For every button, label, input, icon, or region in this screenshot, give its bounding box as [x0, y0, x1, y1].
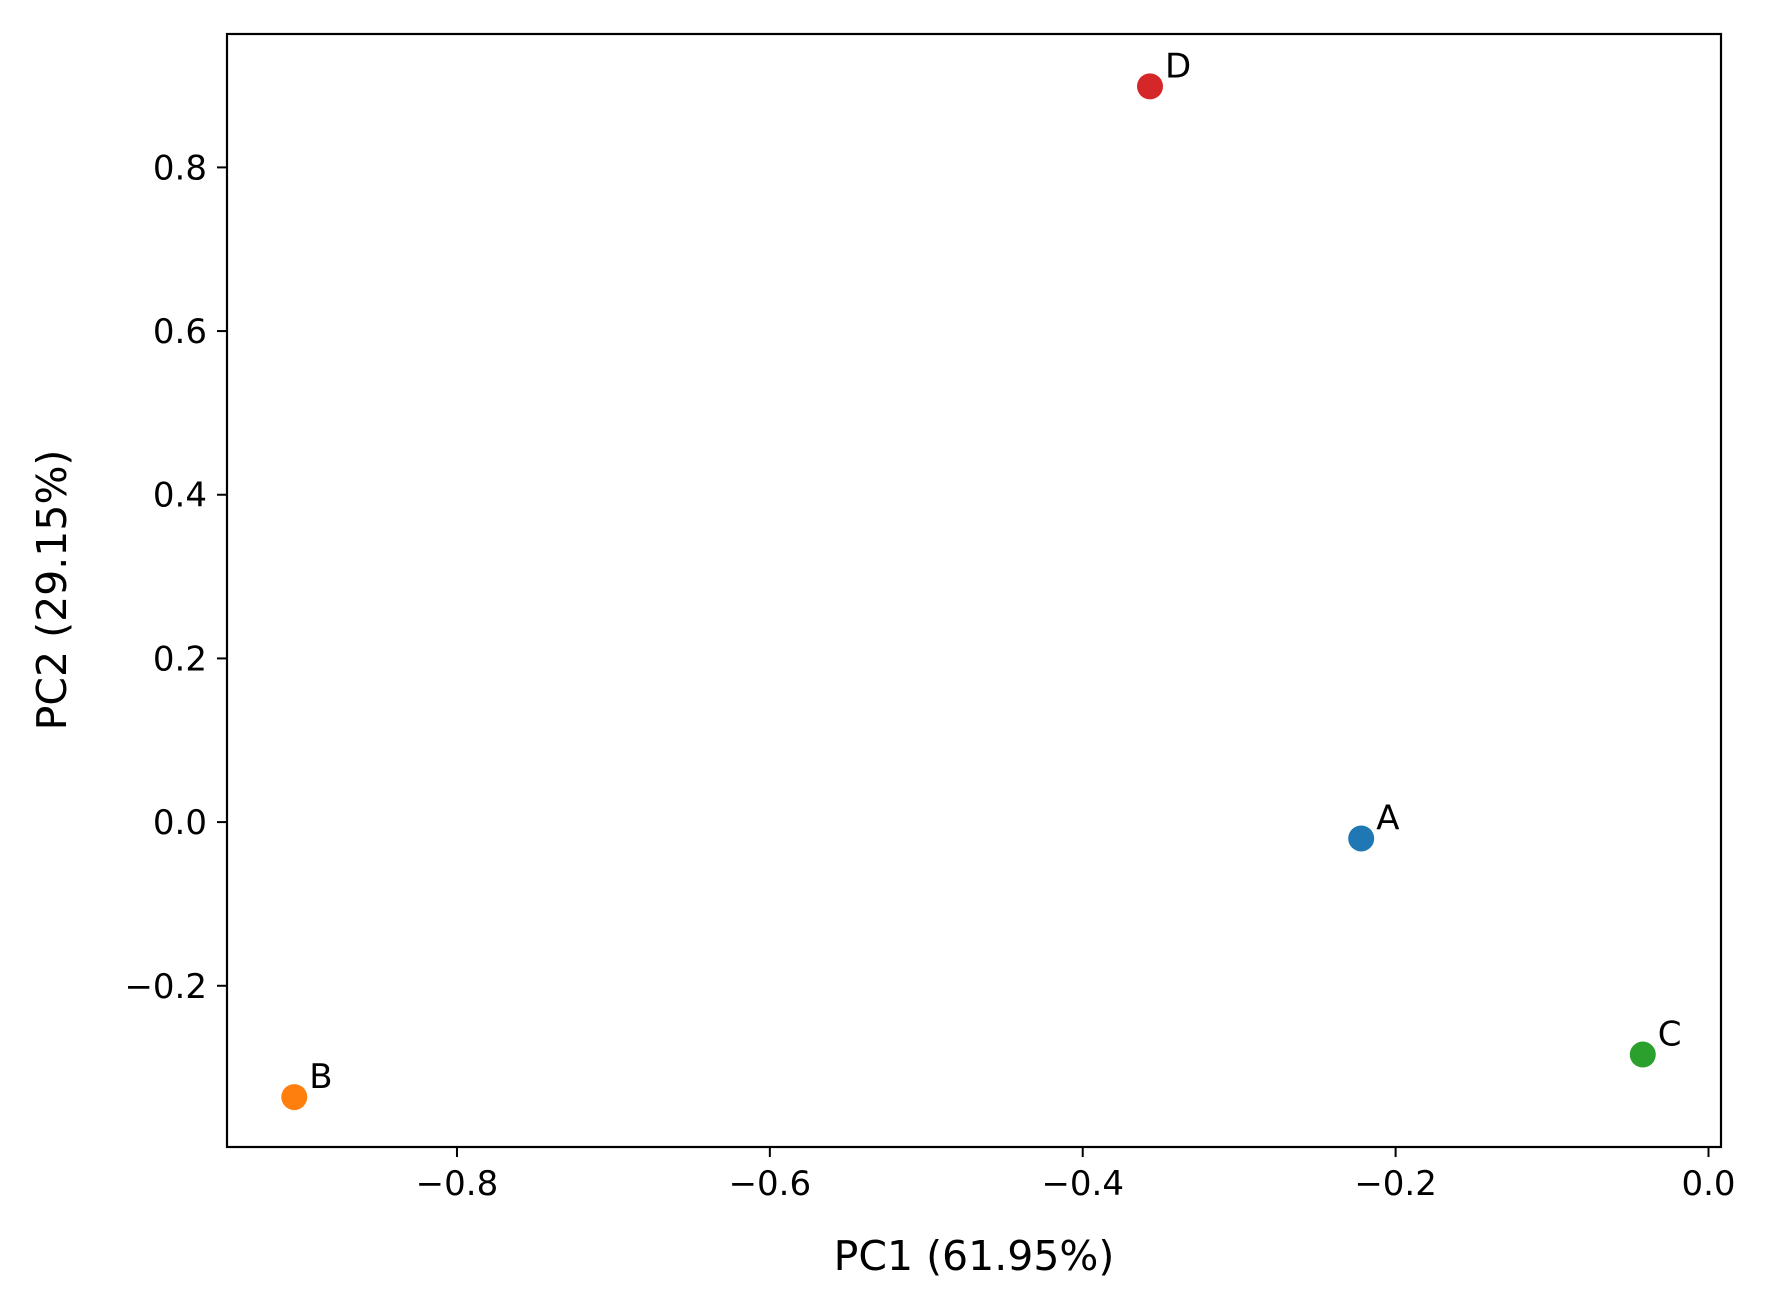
x-tick-label: −0.2: [1354, 1164, 1437, 1204]
points-layer: A B C D: [281, 46, 1682, 1111]
data-point-label-b: B: [309, 1057, 332, 1097]
y-tick-label: 0.2: [153, 639, 207, 679]
data-point-b: [281, 1084, 308, 1111]
x-tick-label: 0.0: [1681, 1164, 1735, 1204]
y-tick-label: −0.2: [124, 967, 207, 1007]
y-tick-label: 0.6: [153, 312, 207, 352]
data-point-label-d: D: [1165, 46, 1191, 86]
y-axis-label: PC2 (29.15%): [28, 450, 76, 731]
data-point-label-a: A: [1376, 798, 1399, 838]
y-tick-label: 0.4: [153, 476, 207, 516]
x-tick-label: −0.8: [416, 1164, 499, 1204]
x-tick-label: −0.4: [1041, 1164, 1124, 1204]
x-tick-label: −0.6: [729, 1164, 812, 1204]
ticks-layer: −0.8 −0.6 −0.4 −0.2 0.0 −0.2 0.0 0.2 0.4 0.6 0.8: [124, 148, 1735, 1204]
x-axis-label: PC1 (61.95%): [834, 1232, 1115, 1280]
data-point-d: [1136, 73, 1163, 100]
data-point-label-c: C: [1658, 1015, 1682, 1055]
plot-frame: [225, 32, 1723, 1149]
y-tick-label: 0.8: [153, 148, 207, 188]
y-tick-label: 0.0: [153, 803, 207, 843]
data-point-a: [1348, 825, 1375, 852]
data-point-c: [1629, 1041, 1656, 1068]
